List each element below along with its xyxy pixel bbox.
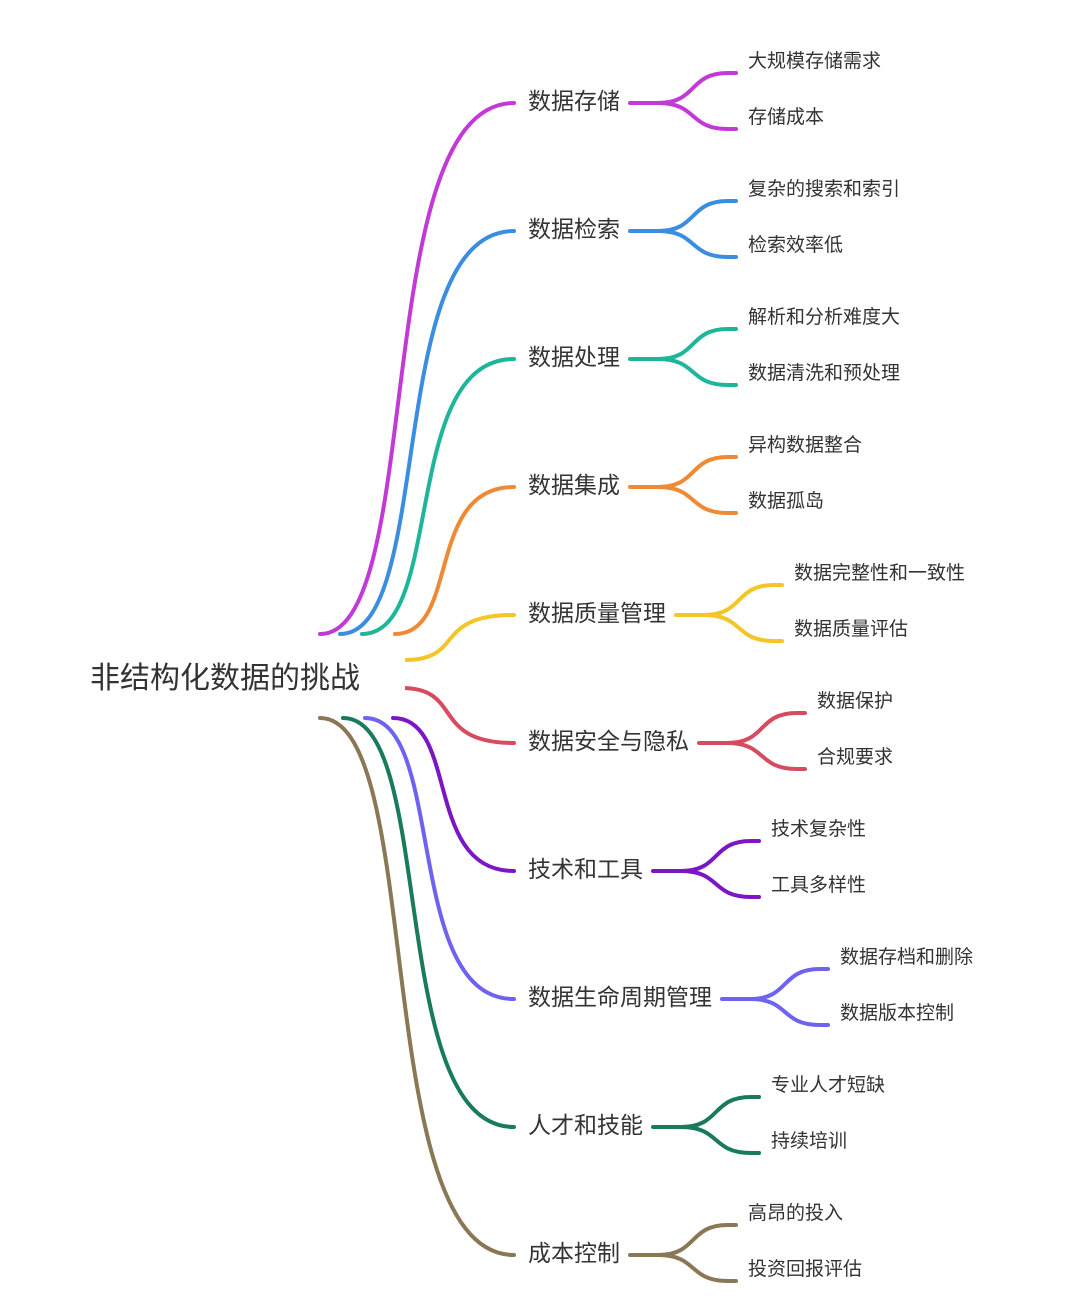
leaf-label[interactable]: 存储成本 (748, 106, 824, 128)
leaf-edge (656, 455, 738, 489)
branch-label[interactable]: 数据存储 (528, 89, 620, 115)
root-node-box (60, 640, 405, 716)
root-edge-6 (400, 686, 516, 745)
root-edge-8 (363, 716, 516, 1001)
leaf-label[interactable]: 异构数据整合 (748, 434, 862, 456)
leaf-label[interactable]: 数据清洗和预处理 (748, 362, 900, 384)
leaf-edge (679, 839, 761, 873)
leaf-edge (656, 485, 738, 515)
leaf-edge (702, 613, 784, 643)
leaf-edge (656, 229, 738, 259)
root-edge-5 (403, 613, 516, 662)
leaf-edge (656, 1223, 738, 1257)
root-edges (318, 101, 516, 1257)
branch-label[interactable]: 数据集成 (528, 473, 620, 499)
branch-label[interactable]: 成本控制 (528, 1241, 620, 1267)
root-edge-10 (318, 716, 516, 1257)
leaf-label[interactable]: 工具多样性 (771, 874, 866, 896)
leaf-label[interactable]: 检索效率低 (748, 234, 843, 256)
leaf-edge (656, 1253, 738, 1283)
root-edge-1 (318, 101, 516, 636)
leaf-edges (628, 71, 830, 1283)
root-edge-4 (393, 485, 516, 636)
leaf-label[interactable]: 技术复杂性 (771, 818, 866, 840)
leaf-label[interactable]: 大规模存储需求 (748, 50, 881, 72)
leaf-label[interactable]: 复杂的搜索和索引 (748, 178, 900, 200)
leaf-label[interactable]: 数据版本控制 (840, 1002, 954, 1024)
root-edge-3 (360, 357, 516, 636)
leaf-edge (656, 199, 738, 233)
leaf-edge (656, 101, 738, 131)
leaf-edge (748, 967, 830, 1001)
leaf-edge (679, 1095, 761, 1129)
leaf-edge (679, 1125, 761, 1155)
branch-label[interactable]: 数据安全与隐私 (528, 729, 689, 755)
branch-label[interactable]: 数据生命周期管理 (528, 985, 712, 1011)
branch-label[interactable]: 数据处理 (528, 345, 620, 371)
leaf-label[interactable]: 持续培训 (771, 1130, 847, 1152)
leaf-edge (656, 357, 738, 387)
branch-label[interactable]: 技术和工具 (528, 857, 643, 883)
root-edge-9 (341, 716, 516, 1129)
leaf-label[interactable]: 高昂的投入 (748, 1202, 843, 1224)
branch-label[interactable]: 数据质量管理 (528, 601, 666, 627)
leaf-label[interactable]: 数据保护 (817, 690, 893, 712)
branch-label[interactable]: 数据检索 (528, 217, 620, 243)
leaf-label[interactable]: 数据质量评估 (794, 618, 908, 640)
branch-label[interactable]: 人才和技能 (528, 1113, 643, 1139)
leaf-label[interactable]: 数据孤岛 (748, 490, 824, 512)
leaf-label[interactable]: 合规要求 (817, 746, 893, 768)
leaf-label[interactable]: 数据完整性和一致性 (794, 562, 965, 584)
root-edge-2 (338, 229, 516, 636)
leaf-label[interactable]: 数据存档和删除 (840, 946, 973, 968)
leaf-edge (679, 869, 761, 899)
root-title: 非结构化数据的挑战 (90, 661, 360, 696)
root-edge-7 (391, 716, 516, 873)
leaf-edge (656, 71, 738, 105)
leaf-label[interactable]: 投资回报评估 (748, 1258, 862, 1280)
leaf-edge (748, 997, 830, 1027)
leaf-edge (725, 711, 807, 745)
root-node[interactable]: 非结构化数据的挑战 (60, 640, 405, 716)
leaf-label[interactable]: 解析和分析难度大 (748, 306, 900, 328)
leaf-edge (702, 583, 784, 617)
leaf-label[interactable]: 专业人才短缺 (771, 1074, 885, 1096)
leaf-edge (725, 741, 807, 771)
leaf-edge (656, 327, 738, 361)
